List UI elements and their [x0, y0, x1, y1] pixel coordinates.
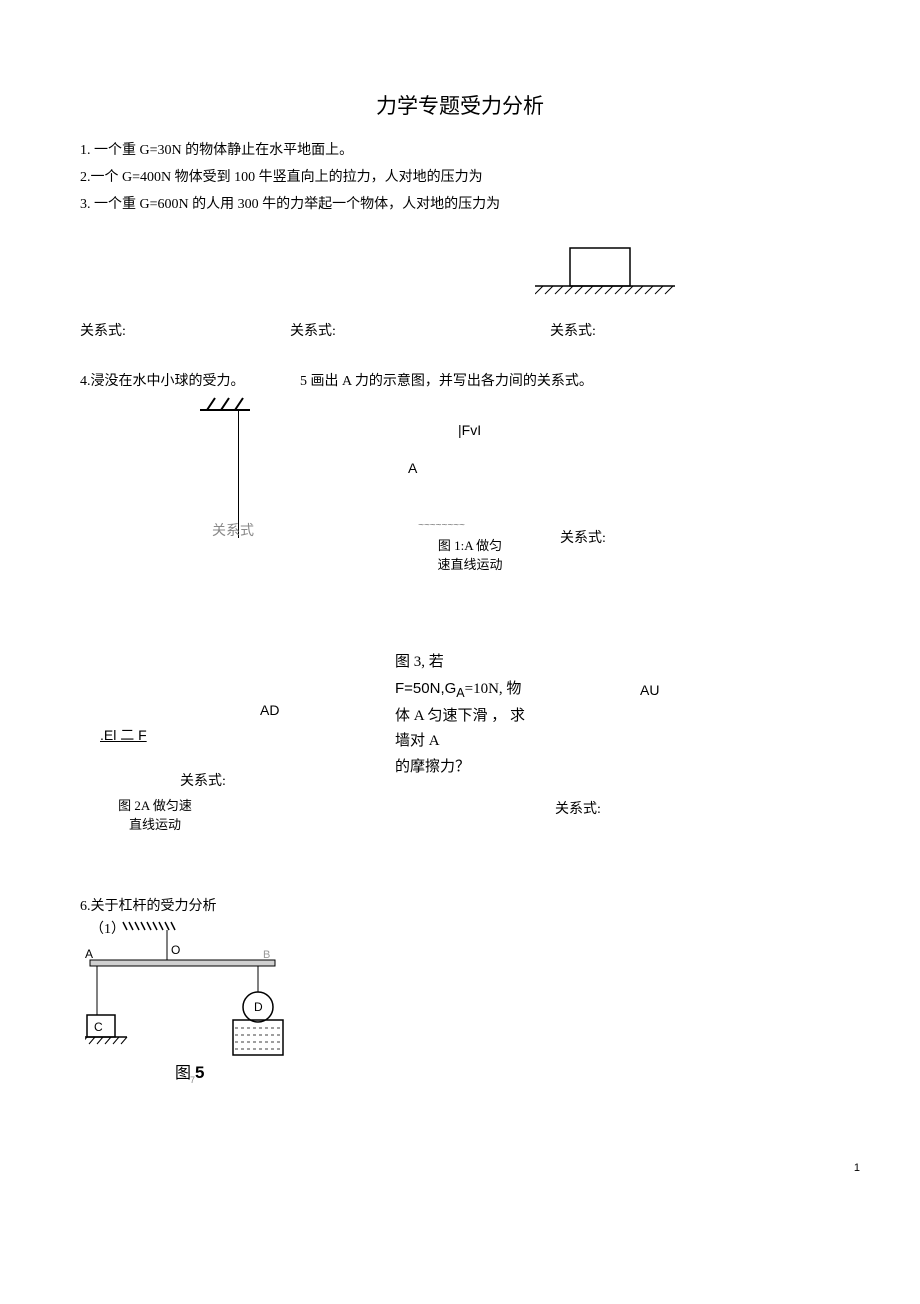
relation-4-text: 关系式: [212, 524, 254, 539]
fig5-svg-label: 图: [175, 1065, 191, 1082]
relation-2: 关系式:: [290, 320, 336, 340]
fig3-l1: 图 3, 若: [395, 650, 595, 676]
problem-2: 2.一个 G=400N 物体受到 100 牛竖直向上的拉力，人对地的压力为: [80, 167, 840, 188]
fig5-svg-num: 5: [195, 1063, 204, 1082]
lever-D-svg: D: [254, 1000, 263, 1014]
lever-diagram: A O B C D 图 5 7: [85, 920, 295, 1095]
problem-3-text: 3. 一个重 G=600N 的人用 300 牛的力举起一个物体，人对地的压力为: [80, 197, 500, 212]
problem-3: 3. 一个重 G=600N 的人用 300 牛的力举起一个物体，人对地的压力为: [80, 194, 840, 215]
lever-A-svg: A: [85, 947, 93, 961]
relation-7: 关系式:: [555, 798, 601, 818]
hang-hatch: [195, 395, 255, 420]
ad-label: AD: [260, 702, 279, 718]
fvi-label: |FvI: [458, 422, 481, 438]
page-title: 力学专题受力分析: [80, 90, 840, 120]
fig3-text: 图 3, 若 F=50N,GA=10N, 物 体 A 匀速下滑 ， 求 墙对 A…: [395, 650, 595, 780]
relation-1: 关系式:: [80, 320, 126, 340]
problem-1: 1. 一个重 G=30N 的物体静止在水平地面上。: [80, 140, 840, 161]
problem-6: 6.关于杠杆的受力分析: [80, 895, 217, 915]
fig3-l2-b: =10N, 物: [465, 681, 522, 697]
lever-O-svg: O: [171, 943, 180, 957]
svg-text:7: 7: [190, 1075, 195, 1085]
lever-B-svg: B: [263, 949, 270, 961]
fig2-cap-a: 图 2A 做匀速: [90, 795, 220, 814]
problem-6-text: 6.关于杠杆的受力分析: [80, 899, 217, 914]
problem-4-text: 4.浸没在水中小球的受力。: [80, 374, 245, 389]
fig3-l2-sub: A: [456, 686, 464, 700]
fig3-l4: 墙对 A: [395, 729, 595, 755]
relation-4: 关系式: [212, 520, 254, 540]
fig3-l2-a: F=50N,G: [395, 680, 456, 697]
fig2-cap-b: 直线运动: [90, 814, 220, 833]
problem-4: 4.浸没在水中小球的受力。: [80, 370, 245, 390]
el-label: .El 二 F: [100, 725, 147, 745]
page-number: 1: [854, 1162, 860, 1174]
relation-5: 关系式:: [560, 527, 606, 547]
fig1-cap-a: 图 1:A 做匀: [410, 535, 530, 554]
lever-C-svg: C: [94, 1020, 103, 1034]
fig1-caption: 图 1:A 做匀 速直线运动: [410, 535, 530, 573]
figure-ground-box: [535, 246, 675, 306]
fig3-l5: 的摩擦力？: [395, 755, 595, 781]
fig2-caption: 图 2A 做匀速 直线运动: [90, 795, 220, 833]
page: 力学专题受力分析 1. 一个重 G=30N 的物体静止在水平地面上。 2.一个 …: [0, 0, 920, 1214]
faint-scribble: ~~~~~~~~: [418, 520, 465, 531]
relation-6: 关系式:: [180, 770, 226, 790]
a-label: A: [408, 460, 417, 476]
problem-5-text: 5 画出 A 力的示意图，并写出各力间的关系式。: [300, 374, 593, 389]
fig1-cap-b: 速直线运动: [410, 554, 530, 573]
au-label: AU: [640, 682, 659, 698]
fig3-l2: F=50N,GA=10N, 物: [395, 676, 595, 704]
problem-5: 5 画出 A 力的示意图，并写出各力间的关系式。: [300, 370, 593, 390]
relation-3: 关系式:: [550, 320, 596, 340]
problem-1-text: 1. 一个重 G=30N 的物体静止在水平地面上。: [80, 143, 353, 158]
fig3-l3: 体 A 匀速下滑 ， 求: [395, 704, 595, 730]
problem-2-text: 2.一个 G=400N 物体受到 100 牛竖直向上的拉力，人对地的压力为: [80, 170, 483, 185]
hang-line: [238, 410, 239, 538]
